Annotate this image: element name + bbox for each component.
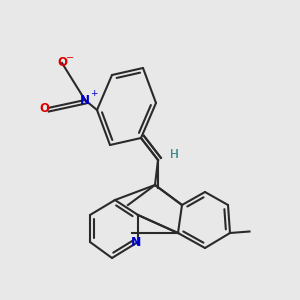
Text: H: H [170, 148, 179, 160]
Text: +: + [90, 89, 97, 98]
Text: O: O [57, 56, 67, 70]
Text: O: O [39, 101, 50, 115]
Text: N: N [131, 236, 142, 248]
Text: −: − [66, 53, 74, 64]
Text: H: H [170, 148, 179, 160]
Text: N: N [80, 94, 90, 106]
